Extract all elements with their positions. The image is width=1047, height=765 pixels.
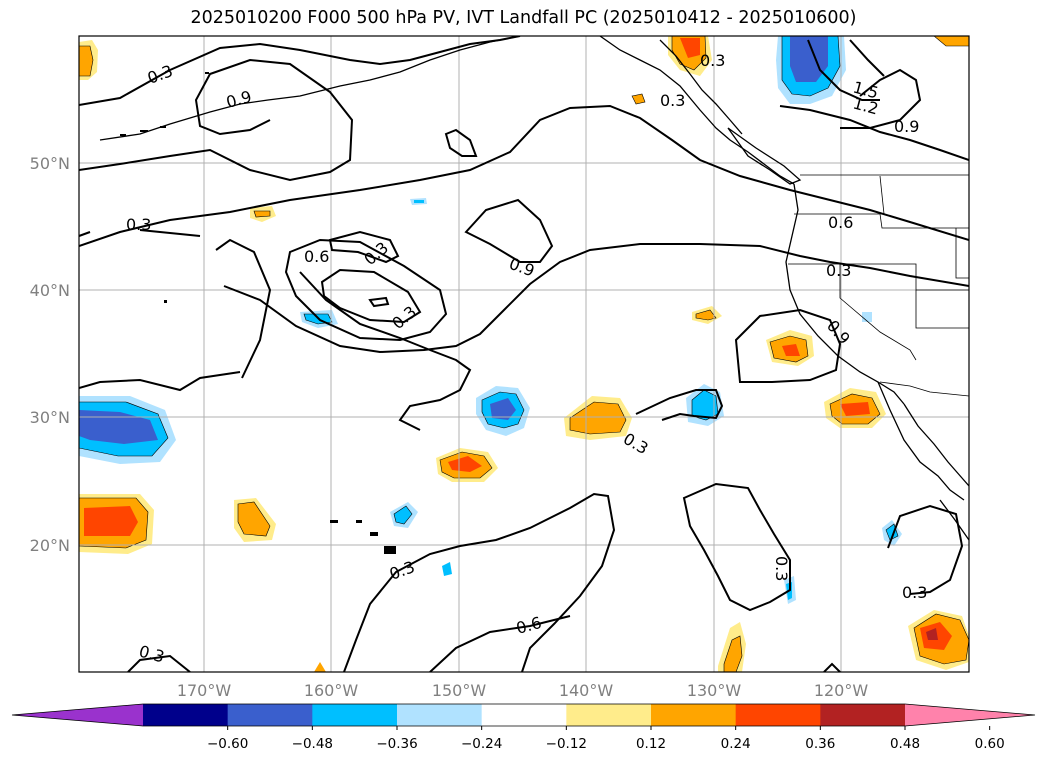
colorbar-extend-high <box>905 704 1035 726</box>
contour-label: 0.3 <box>700 51 725 70</box>
colorbar-segment <box>312 704 398 726</box>
lon-axis-labels: 170°W 160°W 150°W 140°W 130°W 120°W <box>177 681 869 700</box>
graticule <box>79 36 969 672</box>
colorbar-segment <box>143 704 229 726</box>
colorbar-segment <box>227 704 313 726</box>
contour-label: 0.3 <box>660 91 685 110</box>
map-frame <box>78 35 970 673</box>
colorbar-tick-label: −0.60 <box>207 736 248 752</box>
colorbar: −0.60 −0.48 −0.36 −0.24 −0.12 0.12 0.24 0.36 0.4… <box>11 703 1036 752</box>
contour-labels: 0.3 0.9 0.3 0.3 1.5 1.2 0.9 0.3 0.6 0.3 … <box>126 51 927 666</box>
coastlines <box>99 36 969 541</box>
lat-label-50n: 50°N <box>30 154 70 173</box>
colorbar-outline <box>11 703 1036 727</box>
colorbar-segment <box>735 704 821 726</box>
lon-label-160w: 160°W <box>304 681 359 700</box>
lat-label-20n: 20°N <box>30 536 70 555</box>
pv-contours <box>79 36 969 672</box>
islands <box>120 72 396 554</box>
lon-label-140w: 140°W <box>559 681 614 700</box>
contour-label: 0.3 <box>772 556 791 581</box>
lon-label-150w: 150°W <box>432 681 487 700</box>
colorbar-segment <box>481 704 567 726</box>
colorbar-tick-label: −0.24 <box>461 736 502 752</box>
colorbar-segment <box>397 704 483 726</box>
state-borders <box>788 174 969 397</box>
colorbar-tick-label: 0.36 <box>805 736 835 752</box>
lat-label-30n: 30°N <box>30 408 70 427</box>
colorbar-extend-low <box>12 704 143 726</box>
lon-label-170w: 170°W <box>177 681 232 700</box>
map-panel <box>79 36 969 672</box>
contour-label: 0.9 <box>894 117 919 136</box>
contour-label: 0.3 <box>126 215 151 234</box>
lon-label-120w: 120°W <box>814 681 869 700</box>
shaded-anomalies <box>79 36 969 672</box>
colorbar-tick-label: 0.24 <box>721 736 751 752</box>
colorbar-tick-label: 0.12 <box>636 736 666 752</box>
colorbar-tick-label: −0.12 <box>546 736 587 752</box>
colorbar-tick-label: 0.60 <box>975 736 1005 752</box>
map-title: 2025010200 F000 500 hPa PV, IVT Landfall… <box>190 8 857 28</box>
lon-label-130w: 130°W <box>687 681 742 700</box>
colorbar-tick-label: 0.48 <box>890 736 920 752</box>
contour-label: 0.6 <box>828 213 853 232</box>
lat-axis-labels: 50°N 40°N 30°N 20°N <box>30 154 70 555</box>
contour-label: 0.3 <box>826 261 851 280</box>
colorbar-segment <box>651 704 737 726</box>
colorbar-tick-label: −0.36 <box>376 736 417 752</box>
colorbar-tick-label: −0.48 <box>292 736 333 752</box>
contour-label: 0.3 <box>902 583 927 602</box>
colorbar-segment <box>820 704 906 726</box>
colorbar-segment <box>566 704 652 726</box>
contour-label: 0.6 <box>304 247 329 266</box>
lat-label-40n: 40°N <box>30 281 70 300</box>
